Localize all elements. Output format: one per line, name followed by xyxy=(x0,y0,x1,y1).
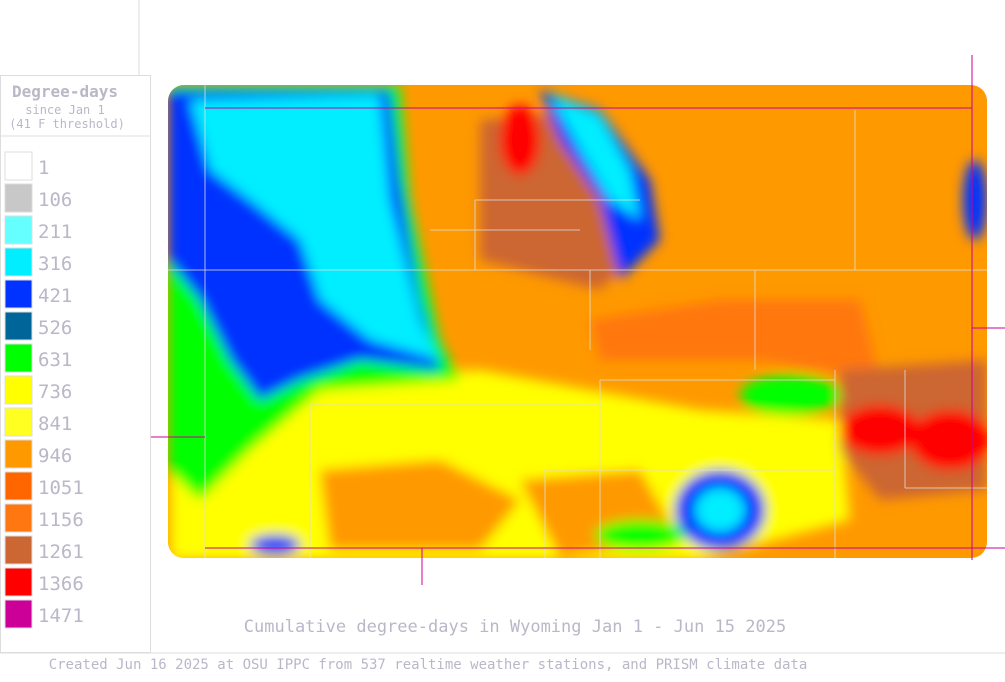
legend-label: 736 xyxy=(38,381,72,403)
legend-swatch xyxy=(4,535,33,565)
legend-label: 526 xyxy=(38,317,72,339)
legend-label: 106 xyxy=(38,189,72,211)
legend-swatch xyxy=(4,311,33,341)
legend-items: 1 106 211 316 421 526 631 736 841 946 1051 1156 1261… xyxy=(4,151,84,629)
legend-swatch xyxy=(4,407,33,437)
legend-subtitle: since Jan 1 xyxy=(25,103,104,117)
legend-swatch xyxy=(4,343,33,373)
legend-swatch xyxy=(4,503,33,533)
state-border xyxy=(150,55,1005,585)
caption: Cumulative degree-days in Wyoming Jan 1 … xyxy=(244,617,786,637)
legend-label: 1366 xyxy=(38,573,84,595)
legend-label: 841 xyxy=(38,413,72,435)
legend-label: 631 xyxy=(38,349,72,371)
map-surface xyxy=(168,85,987,558)
legend-swatch xyxy=(4,375,33,405)
legend-swatch xyxy=(4,183,33,213)
map-zones xyxy=(168,85,987,558)
legend-label: 421 xyxy=(38,285,72,307)
legend: Degree-days since Jan 1 (41 F threshold)… xyxy=(0,75,151,653)
legend-label: 211 xyxy=(38,221,72,243)
legend-swatch xyxy=(4,567,33,597)
legend-label: 1261 xyxy=(38,541,84,563)
legend-swatch xyxy=(4,599,33,629)
legend-swatch xyxy=(4,247,33,277)
legend-swatch xyxy=(4,439,33,469)
legend-swatch xyxy=(4,279,33,309)
legend-threshold: (41 F threshold) xyxy=(9,117,125,131)
legend-label: 1051 xyxy=(38,477,84,499)
legend-label: 1471 xyxy=(38,605,84,627)
legend-swatch xyxy=(4,471,33,501)
legend-title: Degree-days xyxy=(12,82,118,101)
legend-label: 316 xyxy=(38,253,72,275)
legend-swatch xyxy=(4,151,33,181)
legend-label: 946 xyxy=(38,445,72,467)
legend-label: 1 xyxy=(38,157,49,179)
legend-swatch xyxy=(4,215,33,245)
legend-box xyxy=(0,75,151,653)
footer: Created Jun 16 2025 at OSU IPPC from 537… xyxy=(49,657,808,673)
county-lines xyxy=(168,85,987,558)
legend-label: 1156 xyxy=(38,509,84,531)
